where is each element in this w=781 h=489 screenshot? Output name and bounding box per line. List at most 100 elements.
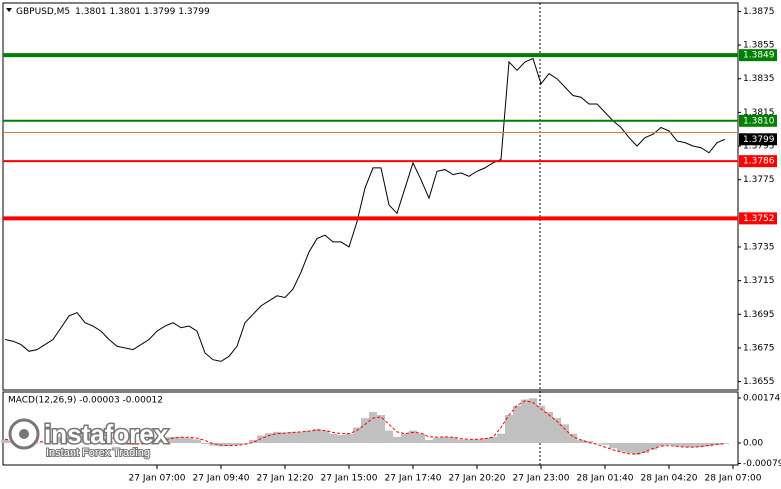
macd-bar	[657, 442, 665, 447]
macd-panel	[2, 391, 739, 466]
macd-bar	[649, 442, 657, 450]
macd-bar	[513, 405, 521, 443]
macd-bar	[689, 442, 697, 448]
macd-bar	[329, 433, 337, 443]
macd-bar	[33, 442, 41, 444]
macd-bar	[377, 415, 385, 443]
y-tick-label: 1.3655	[743, 377, 775, 387]
macd-bar	[137, 442, 145, 444]
macd-bar	[449, 437, 457, 443]
y-tick-label: 1.3695	[743, 310, 775, 320]
macd-bar	[369, 411, 377, 443]
macd-bar	[161, 437, 169, 443]
macd-bar	[353, 427, 361, 443]
macd-bar	[529, 398, 537, 443]
macd-bar	[633, 442, 641, 455]
macd-bar	[705, 442, 713, 447]
macd-title: MACD(12,26,9) -0.00003 -0.00012	[8, 396, 163, 406]
signal-line	[4, 400, 726, 455]
macd-bar	[177, 437, 185, 443]
x-tick-label: 27 Jan 09:40	[193, 474, 250, 484]
level-label-box	[739, 155, 777, 168]
macd-bar	[401, 433, 409, 443]
macd-bar	[169, 436, 177, 443]
macd-bar	[481, 438, 489, 443]
level-label-box	[739, 114, 777, 127]
macd-bar	[433, 438, 441, 443]
macd-bar	[721, 442, 729, 444]
menu-arrow	[6, 8, 12, 12]
macd-bar	[289, 431, 297, 443]
macd-bar	[553, 418, 561, 443]
macd-bar	[417, 433, 425, 443]
macd-bar	[505, 415, 513, 443]
macd-bar	[201, 442, 209, 445]
level-label: 1.3786	[743, 157, 775, 167]
macd-bar	[97, 436, 105, 443]
macd-bar	[385, 430, 393, 443]
macd-bar	[145, 442, 153, 443]
y-tick-label: 0.00174	[743, 393, 780, 403]
macd-bar	[1, 439, 9, 443]
macd-bar	[193, 439, 201, 443]
x-tick-label: 27 Jan 23:00	[513, 474, 570, 484]
level-label: 1.3849	[743, 51, 775, 61]
macd-bar	[73, 429, 81, 443]
x-tick-label: 27 Jan 12:20	[257, 474, 314, 484]
y-tick-label: 1.3815	[743, 108, 775, 118]
x-tick-label: 28 Jan 04:20	[641, 474, 698, 484]
macd-bar	[185, 438, 193, 443]
level-label: 1.3810	[743, 116, 775, 126]
x-tick-label: 28 Jan 01:40	[577, 474, 634, 484]
macd-bar	[625, 442, 633, 454]
macd-bar	[497, 433, 505, 443]
macd-bar	[617, 442, 625, 452]
chart-subtitle: 1.3801 1.3801 1.3799 1.3799	[75, 7, 210, 17]
chart-title: GBPUSD,M5	[16, 7, 70, 17]
macd-bar	[361, 418, 369, 443]
macd-bar	[249, 439, 257, 443]
macd-bar	[209, 442, 217, 446]
macd-bar	[297, 431, 305, 443]
macd-bar	[337, 434, 345, 443]
macd-bar	[673, 442, 681, 447]
main-panel	[2, 2, 739, 391]
macd-bar	[521, 399, 529, 443]
macd-bar	[121, 442, 129, 446]
y-tick-label: 1.3875	[743, 7, 775, 17]
macd-bar	[345, 433, 353, 443]
macd-bar	[153, 439, 161, 443]
macd-bar	[545, 411, 553, 443]
y-tick-label: -0.00079	[743, 459, 781, 469]
macd-bar	[641, 442, 649, 454]
watermark-tagline: Instant Forex Trading	[46, 447, 150, 459]
macd-bar	[569, 433, 577, 443]
macd-bar	[393, 436, 401, 443]
macd-bar	[257, 435, 265, 443]
macd-bar	[113, 442, 121, 445]
macd-bar	[537, 405, 545, 443]
level-label-box	[739, 133, 777, 146]
macd-bar	[681, 442, 689, 448]
x-tick-label: 27 Jan 20:20	[449, 474, 506, 484]
level-label-box	[739, 212, 777, 225]
y-tick-label: 1.3715	[743, 276, 775, 286]
watermark: instaforex Instant Forex Trading	[8, 417, 170, 460]
macd-bar	[489, 436, 497, 443]
macd-bar	[593, 442, 601, 444]
macd-bar	[49, 441, 57, 443]
macd-bar	[665, 442, 673, 445]
macd-bar	[81, 430, 89, 443]
macd-bar	[601, 442, 609, 445]
macd-bar	[65, 432, 73, 443]
macd-bar	[561, 424, 569, 443]
macd-bar	[305, 430, 313, 443]
y-tick-label: 1.3795	[743, 142, 775, 152]
level-label-box	[739, 49, 777, 62]
level-label: 1.3752	[743, 214, 775, 224]
macd-bar	[697, 442, 705, 448]
y-tick-label: 1.3735	[743, 242, 775, 252]
macd-bar	[425, 439, 433, 443]
y-tick-label: 1.3855	[743, 41, 775, 51]
